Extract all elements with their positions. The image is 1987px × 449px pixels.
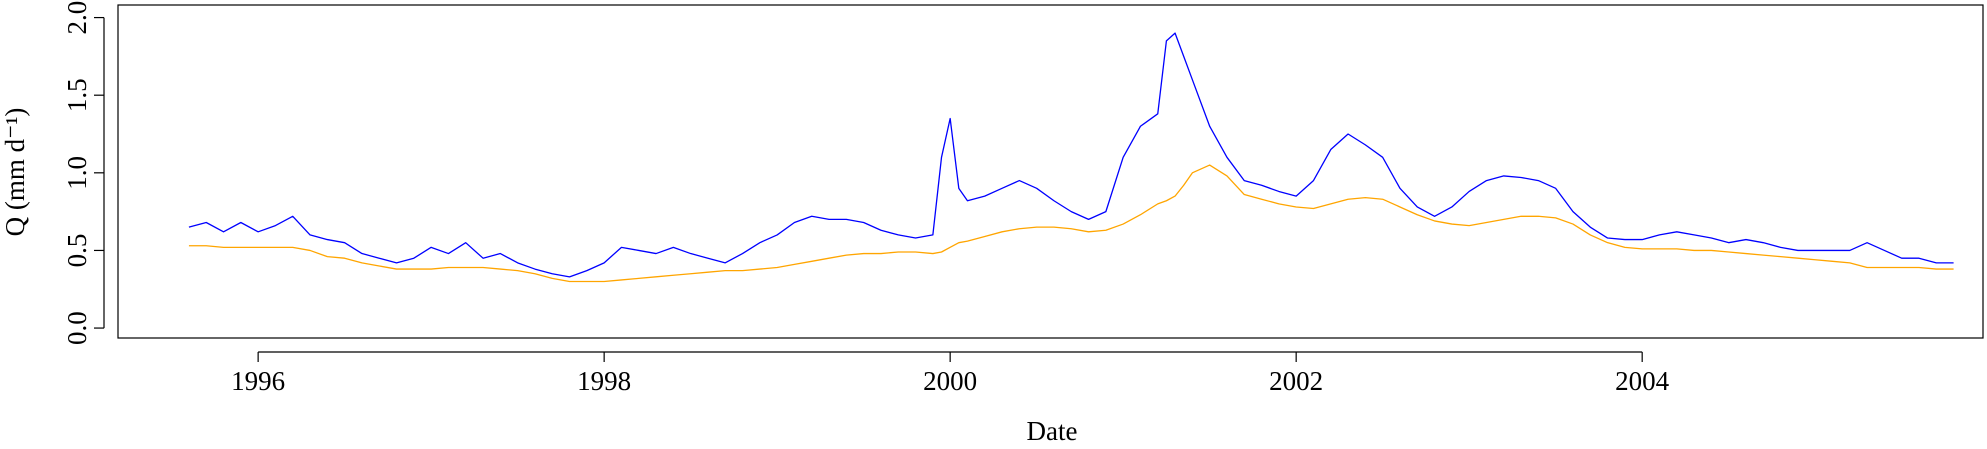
y-tick-label: 1.0 [62, 156, 92, 190]
x-tick-label: 2004 [1615, 366, 1670, 396]
x-axis-label: Date [1027, 416, 1078, 446]
y-tick-label: 0.0 [62, 311, 92, 345]
y-tick-label: 2.0 [62, 1, 92, 35]
x-tick-label: 1996 [231, 366, 285, 396]
x-tick-label: 2002 [1269, 366, 1323, 396]
y-axis-label: Q (mm d⁻¹) [0, 108, 30, 237]
data-line [188, 32, 1954, 278]
y-tick-label: 1.5 [62, 78, 92, 112]
y-tick-label: 0.5 [62, 234, 92, 268]
x-tick-label: 1998 [577, 366, 631, 396]
x-tick-label: 2000 [923, 366, 977, 396]
data-line [188, 164, 1954, 283]
plot-box [117, 4, 1984, 339]
